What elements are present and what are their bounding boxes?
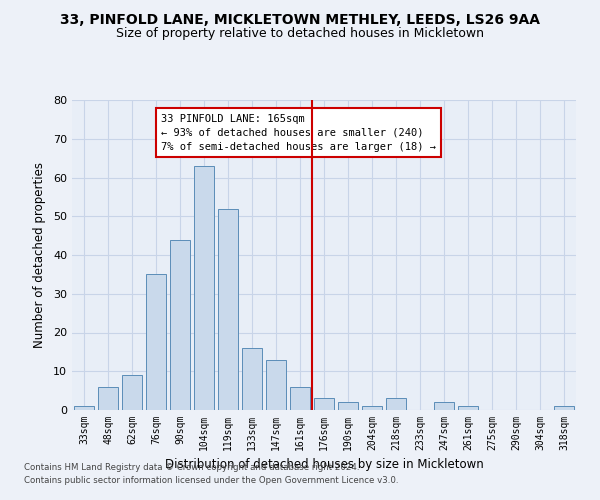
Bar xyxy=(194,166,214,410)
Bar xyxy=(266,360,286,410)
Text: Contains public sector information licensed under the Open Government Licence v3: Contains public sector information licen… xyxy=(24,476,398,485)
Bar xyxy=(362,406,382,410)
Bar xyxy=(122,375,142,410)
Bar xyxy=(458,406,478,410)
Y-axis label: Number of detached properties: Number of detached properties xyxy=(33,162,46,348)
Bar xyxy=(146,274,166,410)
Bar xyxy=(434,402,454,410)
Bar xyxy=(386,398,406,410)
Bar xyxy=(338,402,358,410)
Text: Size of property relative to detached houses in Mickletown: Size of property relative to detached ho… xyxy=(116,28,484,40)
Bar xyxy=(170,240,190,410)
X-axis label: Distribution of detached houses by size in Mickletown: Distribution of detached houses by size … xyxy=(164,458,484,471)
Text: 33, PINFOLD LANE, MICKLETOWN METHLEY, LEEDS, LS26 9AA: 33, PINFOLD LANE, MICKLETOWN METHLEY, LE… xyxy=(60,12,540,26)
Text: 33 PINFOLD LANE: 165sqm
← 93% of detached houses are smaller (240)
7% of semi-de: 33 PINFOLD LANE: 165sqm ← 93% of detache… xyxy=(161,114,436,152)
Bar xyxy=(554,406,574,410)
Bar xyxy=(314,398,334,410)
Bar xyxy=(74,406,94,410)
Bar xyxy=(98,387,118,410)
Bar xyxy=(242,348,262,410)
Text: Contains HM Land Registry data © Crown copyright and database right 2024.: Contains HM Land Registry data © Crown c… xyxy=(24,464,359,472)
Bar xyxy=(218,208,238,410)
Bar xyxy=(290,387,310,410)
